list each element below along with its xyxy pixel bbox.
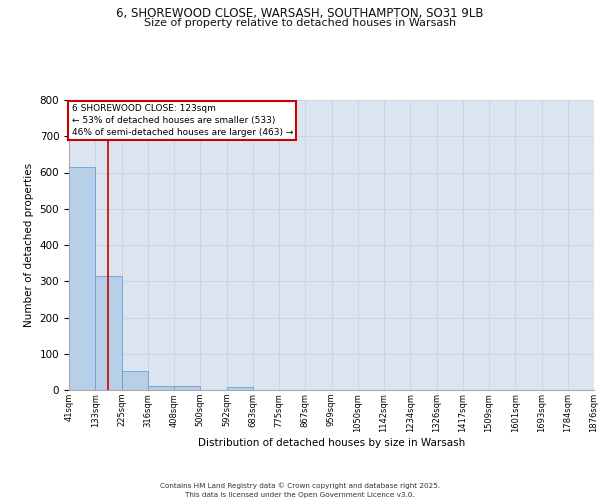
Text: 6 SHOREWOOD CLOSE: 123sqm
← 53% of detached houses are smaller (533)
46% of semi: 6 SHOREWOOD CLOSE: 123sqm ← 53% of detac…	[71, 104, 293, 137]
Bar	[227, 386, 253, 390]
Text: Size of property relative to detached houses in Warsash: Size of property relative to detached ho…	[144, 18, 456, 28]
Bar	[95, 276, 121, 390]
Bar	[121, 371, 148, 390]
Bar	[148, 386, 174, 390]
Text: Contains HM Land Registry data © Crown copyright and database right 2025.: Contains HM Land Registry data © Crown c…	[160, 482, 440, 489]
Y-axis label: Number of detached properties: Number of detached properties	[24, 163, 34, 327]
Bar	[174, 386, 200, 390]
Text: This data is licensed under the Open Government Licence v3.0.: This data is licensed under the Open Gov…	[185, 492, 415, 498]
X-axis label: Distribution of detached houses by size in Warsash: Distribution of detached houses by size …	[198, 438, 465, 448]
Bar	[69, 167, 95, 390]
Text: 6, SHOREWOOD CLOSE, WARSASH, SOUTHAMPTON, SO31 9LB: 6, SHOREWOOD CLOSE, WARSASH, SOUTHAMPTON…	[116, 8, 484, 20]
